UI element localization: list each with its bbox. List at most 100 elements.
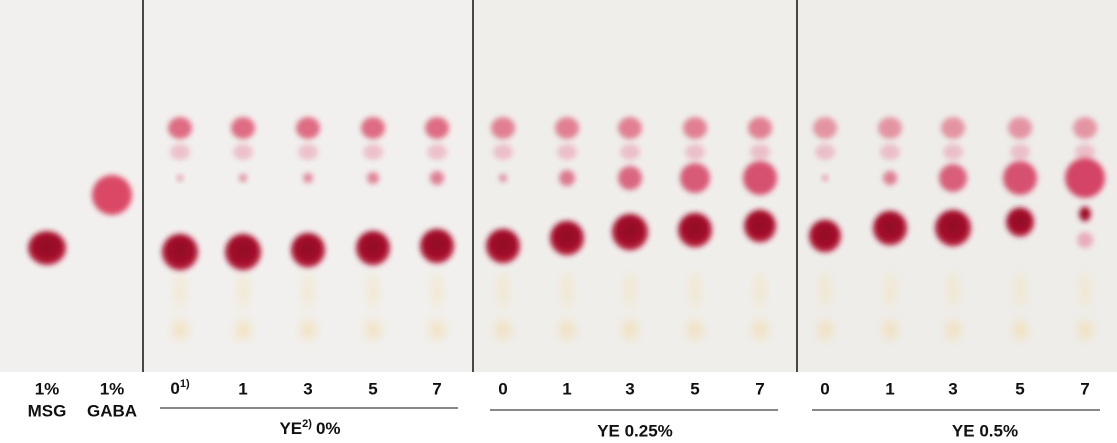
- spot: [1003, 161, 1037, 195]
- spot: [744, 210, 776, 243]
- spot: [235, 320, 251, 340]
- spot: [363, 144, 383, 160]
- spot: [302, 272, 314, 308]
- spot: [618, 166, 642, 190]
- spot: [945, 320, 961, 340]
- page: 1% MSG 1% GABA 01) YE2)0% YE 0.25% YE 0.…: [0, 0, 1117, 443]
- lane-label: 7: [432, 379, 441, 398]
- spot: [882, 320, 898, 340]
- spot: [237, 272, 249, 308]
- spot: [296, 117, 320, 139]
- spot: [748, 117, 772, 139]
- spot: [683, 117, 707, 139]
- spot: [92, 175, 132, 215]
- spot: [174, 272, 186, 308]
- spot: [356, 231, 390, 266]
- spot: [427, 144, 447, 160]
- spot: [687, 320, 703, 340]
- spot: [486, 229, 520, 264]
- spot: [291, 233, 325, 268]
- spot: [231, 117, 255, 139]
- spot: [622, 320, 638, 340]
- spot: [1079, 207, 1091, 222]
- spot: [550, 221, 584, 256]
- spot: [491, 117, 515, 139]
- spot: [559, 170, 575, 186]
- spot: [430, 171, 444, 185]
- spot: [815, 144, 835, 160]
- spot: [555, 117, 579, 139]
- spot: [303, 173, 313, 183]
- spot: [300, 320, 316, 340]
- spot: [162, 234, 198, 270]
- lane-label: 7: [1080, 379, 1089, 398]
- spot: [170, 144, 190, 160]
- lane-label: 5: [368, 379, 377, 398]
- spot: [233, 144, 253, 160]
- spot: [822, 175, 828, 181]
- lane-label: 1: [885, 379, 894, 398]
- lane-label: 1: [238, 379, 247, 398]
- spot: [493, 144, 513, 160]
- group-label-text: 0%: [316, 419, 341, 438]
- spot: [884, 272, 896, 308]
- lane-label: 5: [690, 379, 699, 398]
- footnote-mark: 2): [302, 418, 312, 430]
- spot: [559, 320, 575, 340]
- spot: [1065, 158, 1105, 198]
- spot: [168, 117, 192, 139]
- spot: [1010, 144, 1030, 160]
- spot: [1077, 232, 1093, 248]
- lane-label-text: 0: [170, 379, 179, 398]
- spot: [750, 144, 770, 160]
- footnote-mark: 1): [180, 378, 190, 390]
- lane-label: 3: [948, 379, 957, 398]
- lane-label: 0: [498, 379, 507, 398]
- standard-label: 1%: [35, 379, 60, 398]
- group-label: YE 0.5%: [952, 421, 1018, 440]
- spot: [947, 272, 959, 308]
- lane-label: 7: [755, 379, 764, 398]
- spot: [819, 272, 831, 308]
- spot: [878, 117, 902, 139]
- spot: [429, 320, 445, 340]
- spot: [873, 211, 907, 246]
- spot: [561, 272, 573, 308]
- spot: [420, 229, 454, 264]
- group-label: YE 0.25%: [597, 421, 673, 440]
- spot: [1073, 117, 1097, 139]
- spot: [367, 272, 379, 308]
- spot: [557, 144, 577, 160]
- spot: [499, 174, 507, 182]
- spot: [361, 117, 385, 139]
- spot: [1079, 272, 1091, 308]
- spot: [678, 213, 712, 248]
- spot: [935, 210, 971, 246]
- spot: [813, 117, 837, 139]
- spot: [817, 320, 833, 340]
- spot: [239, 174, 247, 182]
- spot: [680, 163, 710, 193]
- spot: [743, 161, 777, 195]
- spot: [1014, 272, 1026, 308]
- spot: [367, 172, 379, 184]
- lane-label: 0: [820, 379, 829, 398]
- group-label: YE2) 0%: [279, 418, 340, 439]
- standard-label: 1%: [100, 379, 125, 398]
- spot: [1008, 117, 1032, 139]
- spot: [618, 117, 642, 139]
- lane-label: 3: [303, 379, 312, 398]
- spot: [809, 220, 841, 253]
- spot: [941, 117, 965, 139]
- lane-label: 3: [625, 379, 634, 398]
- spot: [1075, 144, 1095, 160]
- spot: [425, 117, 449, 139]
- lane-label: 1: [562, 379, 571, 398]
- spot: [431, 272, 443, 308]
- spot: [612, 214, 648, 250]
- group-label-text: YE: [279, 419, 302, 438]
- spot: [880, 144, 900, 160]
- spot: [620, 144, 640, 160]
- tlc-figure: 1% MSG 1% GABA 01) YE2)0% YE 0.25% YE 0.…: [0, 0, 1117, 443]
- spot: [883, 171, 897, 185]
